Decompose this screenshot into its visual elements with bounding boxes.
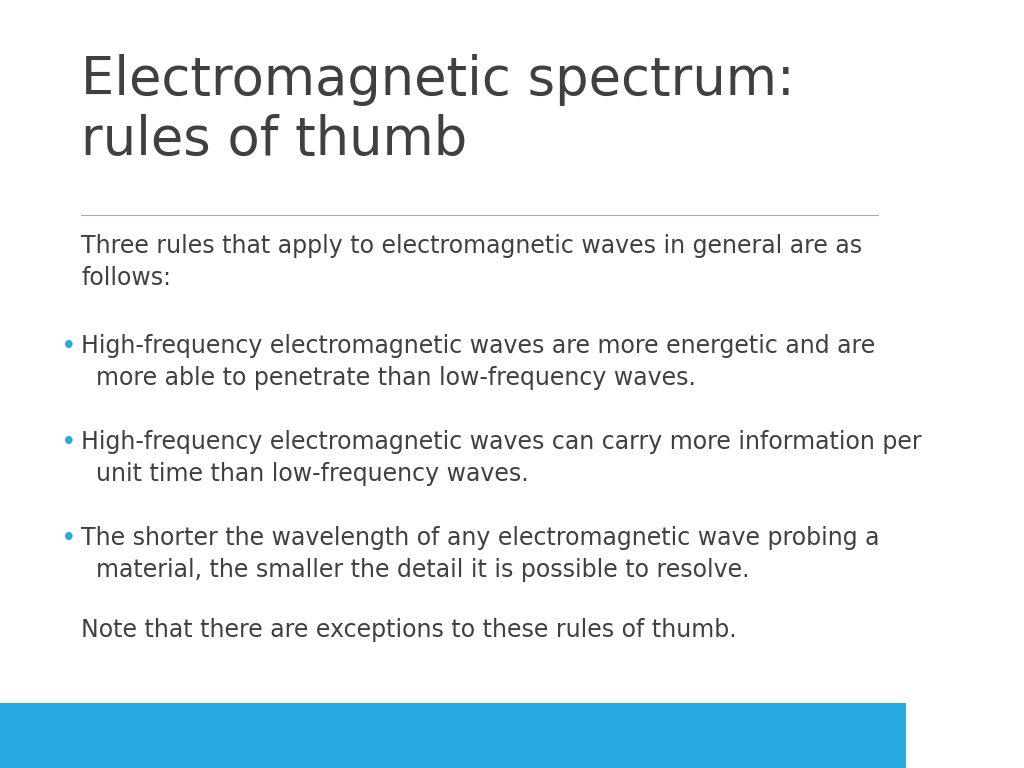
Text: Note that there are exceptions to these rules of thumb.: Note that there are exceptions to these … bbox=[82, 618, 737, 642]
Text: The shorter the wavelength of any electromagnetic wave probing a
  material, the: The shorter the wavelength of any electr… bbox=[82, 526, 880, 581]
Text: •: • bbox=[61, 526, 77, 552]
Text: High-frequency electromagnetic waves are more energetic and are
  more able to p: High-frequency electromagnetic waves are… bbox=[82, 334, 876, 389]
Text: Electromagnetic spectrum:
rules of thumb: Electromagnetic spectrum: rules of thumb bbox=[82, 54, 795, 166]
Text: Three rules that apply to electromagnetic waves in general are as
follows:: Three rules that apply to electromagneti… bbox=[82, 234, 862, 290]
Text: High-frequency electromagnetic waves can carry more information per
  unit time : High-frequency electromagnetic waves can… bbox=[82, 430, 923, 485]
Bar bbox=[0, 703, 905, 768]
Text: •: • bbox=[61, 430, 77, 456]
Text: •: • bbox=[61, 334, 77, 360]
